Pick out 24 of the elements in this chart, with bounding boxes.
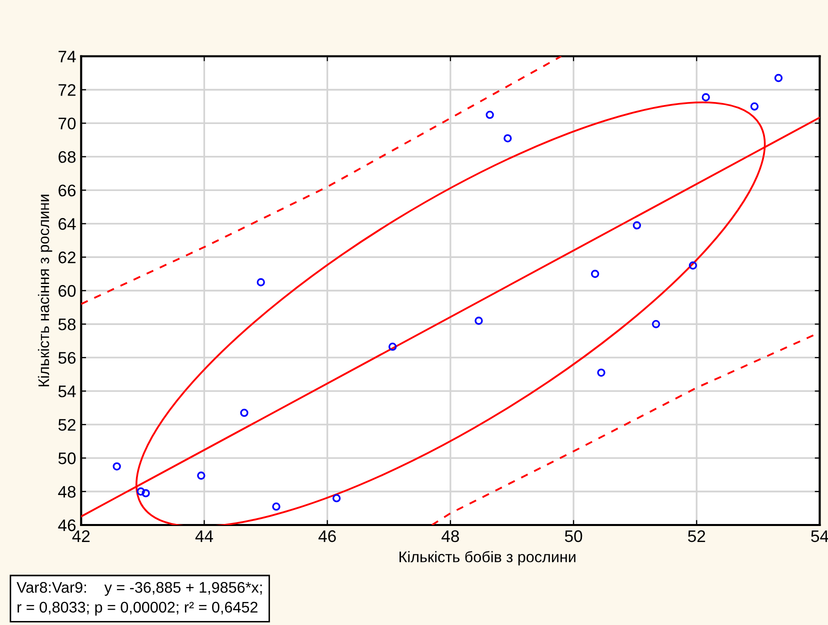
y-tick-label: 50	[58, 452, 76, 464]
y-tick-label: 58	[58, 318, 76, 330]
y-tick-label: 64	[58, 218, 76, 230]
y-tick-label: 74	[58, 50, 76, 62]
y-tick-label: 68	[58, 151, 76, 163]
y-tick-label: 52	[58, 418, 76, 431]
y-axis-title: Кількість насіння з рослини	[38, 194, 52, 386]
x-tick-label: 52	[688, 530, 706, 542]
x-tick-label: 48	[442, 530, 459, 542]
x-tick-label: 50	[564, 530, 582, 542]
x-axis-title: Кількість бобів з рослини	[400, 550, 576, 566]
x-tick-label: 42	[72, 530, 90, 542]
y-tick-label: 56	[58, 352, 76, 364]
y-tick-label: 46	[58, 519, 76, 532]
y-tick-label: 54	[58, 386, 76, 398]
y-tick-label: 66	[58, 184, 76, 196]
x-tick-label: 44	[195, 530, 214, 542]
y-tick-label: 60	[58, 285, 76, 297]
y-tick-label: 70	[58, 118, 76, 130]
x-tick-label: 46	[318, 530, 336, 542]
y-tick-label: 62	[58, 252, 76, 264]
y-tick-label: 72	[58, 84, 76, 96]
text: Var8:Var9: y = -36,885 + 1,9856*x; r = 0,8033; p = 0,00002; r² = 0,6452	[16, 582, 262, 616]
y-tick-label: 48	[58, 486, 76, 498]
